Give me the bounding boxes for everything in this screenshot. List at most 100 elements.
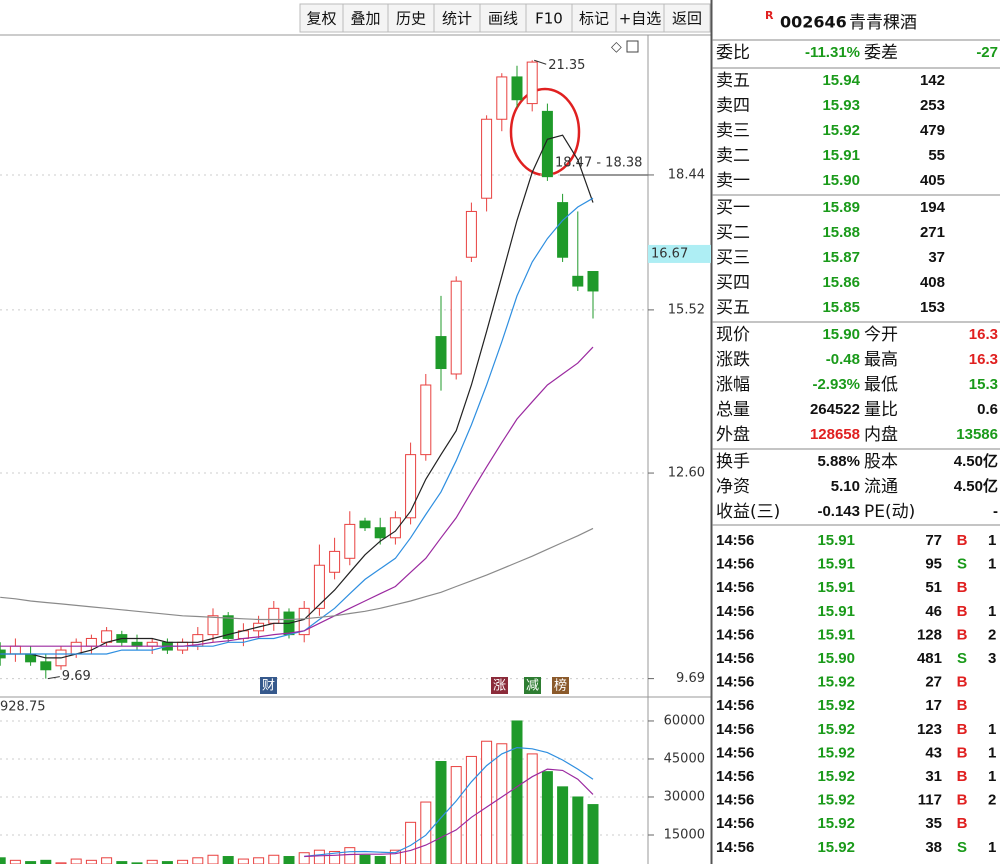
event-icon[interactable] (491, 677, 508, 694)
quote-label: 收益(三) (716, 502, 780, 522)
toolbar-button[interactable] (663, 3, 711, 33)
trade-volume: 27 (925, 674, 942, 691)
volume-bar (177, 859, 189, 864)
quote-label: 净资 (716, 477, 750, 497)
trade-price: 15.92 (817, 792, 855, 809)
trade-volume: 31 (925, 768, 942, 785)
y-tick-label: 12.60 (668, 466, 705, 481)
high-label: 21.35 (548, 58, 585, 73)
quote-value: 15.3 (969, 376, 998, 393)
trade-side: B (957, 674, 968, 691)
candle-body (131, 641, 143, 647)
quote-value: 15.92 (822, 122, 860, 139)
quote-value: 15.87 (822, 249, 860, 266)
trade-time: 14:56 (716, 744, 754, 761)
volume-bar (313, 849, 325, 864)
toolbar-label[interactable]: 复权 (306, 10, 336, 28)
toolbar-button[interactable] (571, 3, 617, 33)
quote-label: 买三 (716, 248, 750, 268)
volume-bar (374, 856, 386, 864)
trade-volume: 117 (918, 792, 942, 809)
toolbar-label[interactable]: 画线 (488, 10, 518, 28)
candle-body (435, 336, 447, 370)
toolbar-label[interactable]: F10 (535, 10, 563, 28)
trade-count: 2 (988, 792, 996, 809)
candle-body (374, 527, 386, 539)
trade-price: 15.92 (817, 674, 855, 691)
trade-volume: 43 (925, 744, 942, 761)
volume-bar (435, 761, 447, 864)
event-icon[interactable] (552, 677, 569, 694)
quote-label: 买二 (716, 223, 750, 243)
quote-volume: 408 (920, 274, 945, 291)
volume-bar (101, 857, 113, 864)
trade-count: 1 (988, 839, 996, 856)
icon-diamond[interactable]: ◇ (611, 39, 622, 55)
volume-bar (405, 821, 417, 864)
candle-body (329, 550, 341, 573)
quote-value: 15.89 (822, 199, 860, 216)
trade-side: B (957, 744, 968, 761)
quote-volume: 37 (928, 249, 945, 266)
icon-window[interactable] (626, 40, 639, 53)
quote-label: 卖一 (716, 171, 750, 191)
quote-label: 外盘 (716, 425, 750, 445)
toolbar-button[interactable] (615, 3, 665, 33)
quote-value: 15.94 (822, 72, 860, 89)
low-label: 9.69 (62, 669, 91, 684)
toolbar-label[interactable]: 返回 (672, 10, 702, 28)
volume-bar (329, 850, 341, 864)
event-icon[interactable] (260, 677, 277, 694)
event-icon[interactable] (524, 677, 541, 694)
candle-body (268, 607, 280, 624)
toolbar-label[interactable]: 叠加 (350, 10, 380, 28)
volume-bar (420, 801, 432, 864)
candle-body (9, 645, 21, 655)
volume-bar (283, 856, 295, 864)
trade-side: B (957, 579, 968, 596)
volume-bar (481, 740, 493, 864)
volume-bar (557, 786, 569, 864)
event-icon-label[interactable]: 财 (262, 679, 275, 694)
quote-volume: 405 (920, 172, 945, 189)
event-icon-label[interactable]: 涨 (493, 679, 506, 694)
candle-body (359, 520, 371, 529)
volume-bar (116, 861, 128, 864)
event-icon-label[interactable]: 减 (526, 679, 539, 694)
trade-count: 1 (988, 744, 996, 761)
trade-price: 15.91 (817, 626, 855, 643)
quote-value: 15.91 (822, 147, 860, 164)
price-marker-label: 16.67 (651, 246, 688, 261)
quote-label: 涨幅 (716, 375, 750, 395)
toolbar-label[interactable]: 标记 (579, 10, 609, 28)
trade-price: 15.91 (817, 603, 855, 620)
trade-price: 15.90 (817, 650, 855, 667)
toolbar-label[interactable]: +自选 (619, 10, 662, 28)
volume-bar (572, 796, 584, 864)
trade-price: 15.92 (817, 768, 855, 785)
quote-label: 内盘 (864, 425, 898, 445)
volume-bar (146, 859, 158, 864)
trade-volume: 46 (925, 603, 942, 620)
stock-code: 002646 (780, 13, 847, 32)
candle-body (344, 523, 356, 559)
event-icon-label[interactable]: 榜 (554, 678, 567, 694)
quote-value: -27 (976, 44, 998, 61)
trade-side: B (957, 603, 968, 620)
toolbar-label[interactable]: 统计 (442, 10, 472, 28)
toolbar-label[interactable]: 历史 (396, 10, 426, 28)
trade-price: 15.92 (817, 839, 855, 856)
toolbar-button[interactable] (299, 3, 344, 33)
quote-volume: 479 (920, 122, 945, 139)
candle-body (511, 76, 523, 101)
trade-volume: 17 (925, 697, 942, 714)
quote-label: 买五 (716, 298, 750, 318)
y-tick-label: 15.52 (668, 302, 705, 317)
trade-time: 14:56 (716, 839, 754, 856)
trade-volume: 35 (925, 815, 942, 832)
volume-bar (268, 854, 280, 864)
candle-body (40, 661, 52, 671)
quote-value: -0.143 (817, 503, 860, 520)
candle-body (526, 61, 538, 105)
